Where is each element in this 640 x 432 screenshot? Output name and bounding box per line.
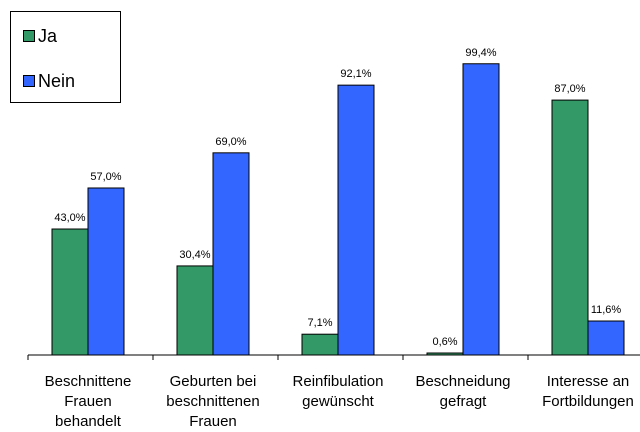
bar-ja-1 — [176, 265, 214, 356]
category-label-line: Reinfibulation — [292, 373, 384, 390]
category-label-4: Interesse an Fortbildungen — [523, 372, 640, 412]
category-label-0: Beschnittene Frauen behandelt — [23, 372, 153, 432]
bar-nein-4 — [587, 320, 625, 356]
category-label-2: Reinfibulation gewünscht — [273, 372, 403, 412]
category-label-line: Beschnittene — [44, 373, 132, 390]
category-label-line: beschnittenen — [166, 393, 260, 410]
legend-item-nein: Nein — [23, 70, 75, 92]
legend-label-nein: Nein — [38, 71, 76, 91]
category-label-line: Interesse an — [546, 373, 630, 390]
legend-item-ja: Ja — [23, 25, 57, 47]
category-label-line: behandelt — [55, 413, 121, 430]
bar-ja-2 — [301, 333, 339, 356]
data-label-ja-3: 0,6% — [432, 336, 457, 348]
category-label-3: Beschneidung gefragt — [398, 372, 528, 412]
bar-nein-3 — [462, 63, 500, 356]
data-label-nein-2: 92,1% — [340, 68, 371, 80]
category-label-line: Frauen — [189, 413, 237, 430]
category-label-line: gewünscht — [302, 393, 374, 410]
category-label-line: Geburten bei — [169, 373, 257, 390]
data-label-nein-4: 11,6% — [591, 304, 622, 316]
bar-ja-3 — [426, 352, 464, 356]
data-label-nein-3: 99,4% — [465, 47, 496, 59]
bar-nein-2 — [337, 84, 375, 356]
legend-swatch-nein — [23, 75, 35, 87]
bar-nein-1 — [212, 152, 250, 356]
bar-nein-0 — [87, 187, 125, 356]
data-label-ja-2: 7,1% — [307, 317, 332, 329]
data-label-ja-1: 30,4% — [179, 249, 210, 261]
category-label-line: Frauen — [64, 393, 112, 410]
bar-ja-0 — [51, 228, 89, 356]
category-label-1: Geburten bei beschnittenen Frauen — [148, 372, 278, 432]
category-label-line: gefragt — [439, 393, 487, 410]
legend: Ja Nein — [10, 11, 121, 103]
bar-ja-4 — [551, 99, 589, 356]
data-label-ja-0: 43,0% — [54, 212, 85, 224]
category-label-line: Beschneidung — [415, 373, 511, 390]
data-label-nein-0: 57,0% — [90, 171, 121, 183]
category-label-line: Fortbildungen — [542, 393, 634, 410]
data-label-nein-1: 69,0% — [215, 136, 246, 148]
data-label-ja-4: 87,0% — [554, 83, 585, 95]
legend-swatch-ja — [23, 30, 35, 42]
legend-label-ja: Ja — [38, 26, 58, 46]
